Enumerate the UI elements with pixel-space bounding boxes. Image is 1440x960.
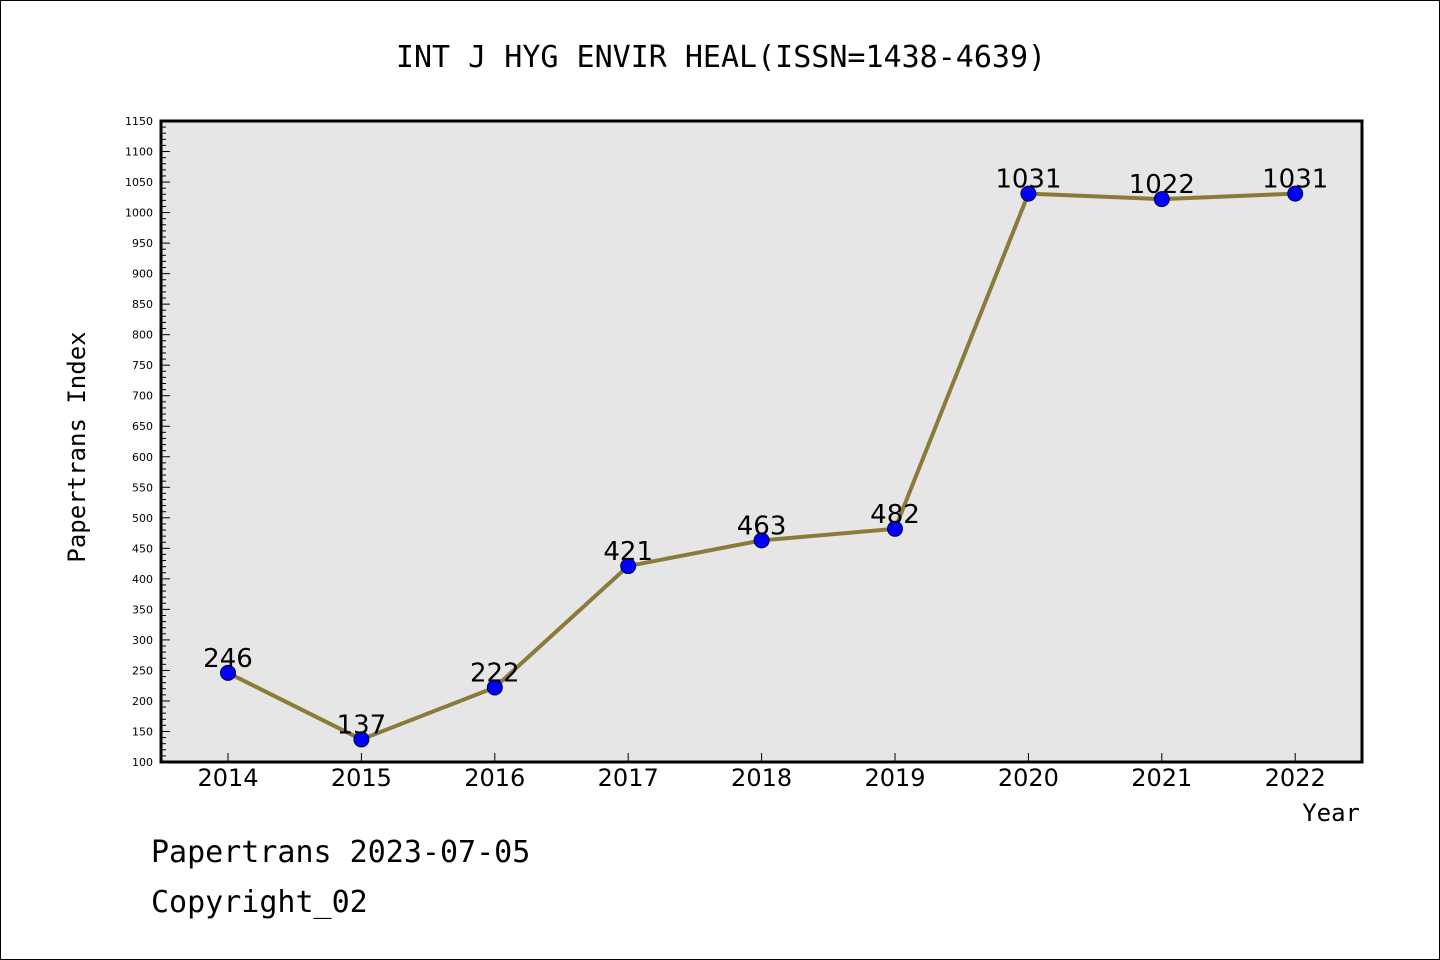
- data-point-marker: [753, 532, 770, 549]
- y-tick-label: 300: [132, 634, 153, 647]
- y-tick-label: 950: [132, 237, 153, 250]
- data-point-label: 137: [337, 710, 387, 740]
- y-tick-label: 100: [132, 756, 153, 769]
- data-point-marker: [887, 520, 903, 537]
- x-axis-title: Year: [1302, 799, 1360, 827]
- y-tick-label: 1150: [125, 115, 153, 128]
- x-tick-label: 2015: [331, 764, 392, 792]
- y-tick-label: 850: [132, 298, 153, 311]
- y-tick-label: 800: [132, 329, 153, 342]
- x-tick-label: 2014: [197, 764, 258, 792]
- data-point-marker: [220, 664, 236, 681]
- data-point-label: 1022: [1129, 170, 1195, 200]
- footer-copyright-text: Copyright_02: [151, 885, 368, 920]
- x-axis-ticks: 2014 2015 2016 2017 2018 2019 2020 2021 2022: [197, 753, 1326, 792]
- y-tick-label: 450: [132, 542, 153, 555]
- y-tick-label: 550: [132, 481, 153, 494]
- data-markers: [220, 185, 1304, 748]
- chart-title: INT J HYG ENVIR HEAL(ISSN=1438-4639): [396, 40, 1046, 75]
- data-labels: 246 137 222 421 463 482 1031 1022 1031: [203, 165, 1328, 741]
- y-tick-label: 350: [132, 603, 153, 616]
- x-tick-label: 2017: [598, 764, 659, 792]
- data-point-marker: [353, 731, 370, 748]
- data-point-marker: [1020, 185, 1037, 202]
- y-axis-title: Papertrans Index: [63, 331, 91, 562]
- data-point-marker: [620, 558, 637, 575]
- y-tick-label: 250: [132, 664, 153, 677]
- x-tick-label: 2019: [864, 764, 925, 792]
- y-tick-label: 150: [132, 725, 153, 738]
- y-tick-label: 1000: [125, 207, 153, 220]
- x-tick-label: 2020: [998, 764, 1059, 792]
- y-tick-label: 900: [132, 268, 153, 281]
- x-tick-label: 2022: [1265, 764, 1326, 792]
- y-tick-label: 400: [132, 573, 153, 586]
- data-point-label: 482: [870, 500, 920, 530]
- y-tick-label: 200: [132, 695, 153, 708]
- x-tick-label: 2021: [1131, 764, 1192, 792]
- y-tick-label: 1100: [125, 146, 153, 159]
- data-point-label: 421: [603, 537, 653, 567]
- y-tick-label: 1050: [125, 176, 153, 189]
- data-point-label: 246: [203, 644, 253, 674]
- data-point-label: 222: [470, 659, 520, 689]
- data-point-marker: [1287, 185, 1304, 202]
- data-point-marker: [486, 679, 503, 696]
- data-point-label: 463: [737, 511, 787, 541]
- x-tick-label: 2016: [464, 764, 525, 792]
- y-axis-ticks: 100 150 200 250 300 350 400 450 500 550 600 650 700 7…: [125, 115, 170, 769]
- footer-date-text: Papertrans 2023-07-05: [151, 835, 531, 870]
- data-point-label: 1031: [1262, 165, 1328, 195]
- y-tick-label: 650: [132, 420, 153, 433]
- y-tick-label: 600: [132, 451, 153, 464]
- y-tick-label: 500: [132, 512, 153, 525]
- plot-area: [159, 119, 1364, 764]
- x-tick-label: 2018: [731, 764, 792, 792]
- data-point-label: 1031: [995, 165, 1061, 195]
- data-point-marker: [1153, 191, 1170, 208]
- y-tick-label: 700: [132, 390, 153, 403]
- y-tick-label: 750: [132, 359, 153, 372]
